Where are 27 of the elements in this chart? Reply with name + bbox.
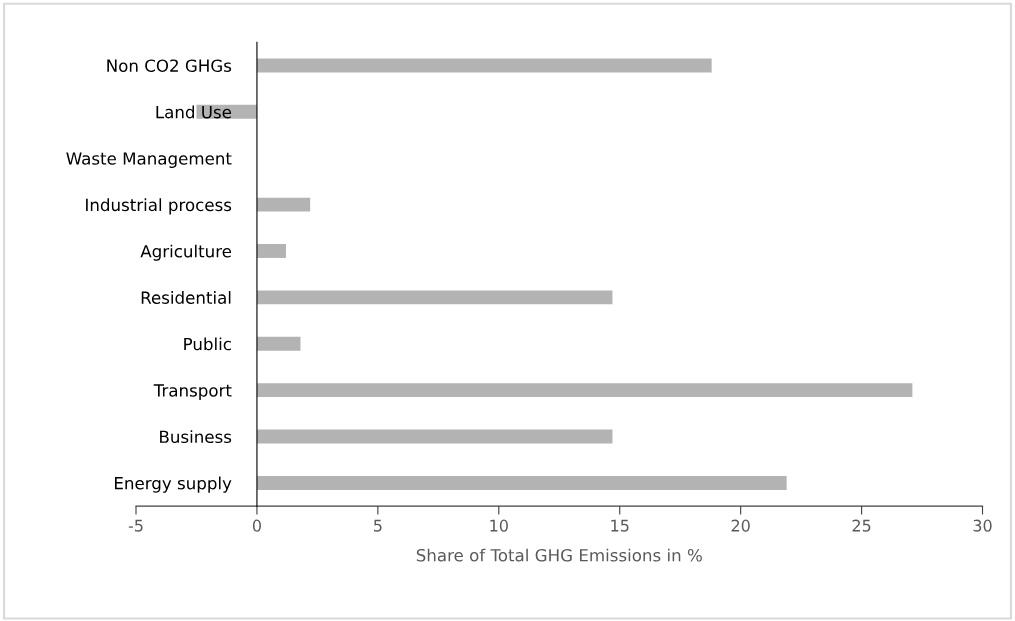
y-tick-label: Waste Management <box>66 152 232 168</box>
bar <box>256 475 787 490</box>
x-tick-label: 0 <box>252 519 261 532</box>
y-tick-label: Agriculture <box>140 244 232 261</box>
x-tick-label: 25 <box>852 519 871 532</box>
y-tick-label: Non CO2 GHGs <box>107 59 232 72</box>
x-axis-title: Share of Total GHG Emissions in % <box>416 548 702 562</box>
x-tick-label: -5 <box>128 519 143 532</box>
bar <box>256 383 913 398</box>
x-tick-label: 20 <box>731 519 750 532</box>
x-tick-label: 15 <box>611 519 629 532</box>
x-tick-label: 5 <box>374 519 382 532</box>
y-tick-label: Energy supply <box>115 476 232 493</box>
y-tick-label: Residential <box>141 291 231 304</box>
y-tick-label: Industrial process <box>86 198 232 215</box>
x-tick-label: 30 <box>973 519 992 532</box>
y-tick-label: Business <box>160 430 232 444</box>
bar <box>256 244 286 258</box>
bar <box>256 429 613 444</box>
bar <box>256 336 301 351</box>
bar <box>256 197 311 212</box>
y-tick-label: Public <box>184 337 231 351</box>
y-tick-label: Land Use <box>156 105 232 119</box>
x-tick-label: 10 <box>490 519 508 532</box>
bar <box>256 58 712 73</box>
bar <box>256 290 613 305</box>
y-tick-label: Transport <box>153 384 232 400</box>
